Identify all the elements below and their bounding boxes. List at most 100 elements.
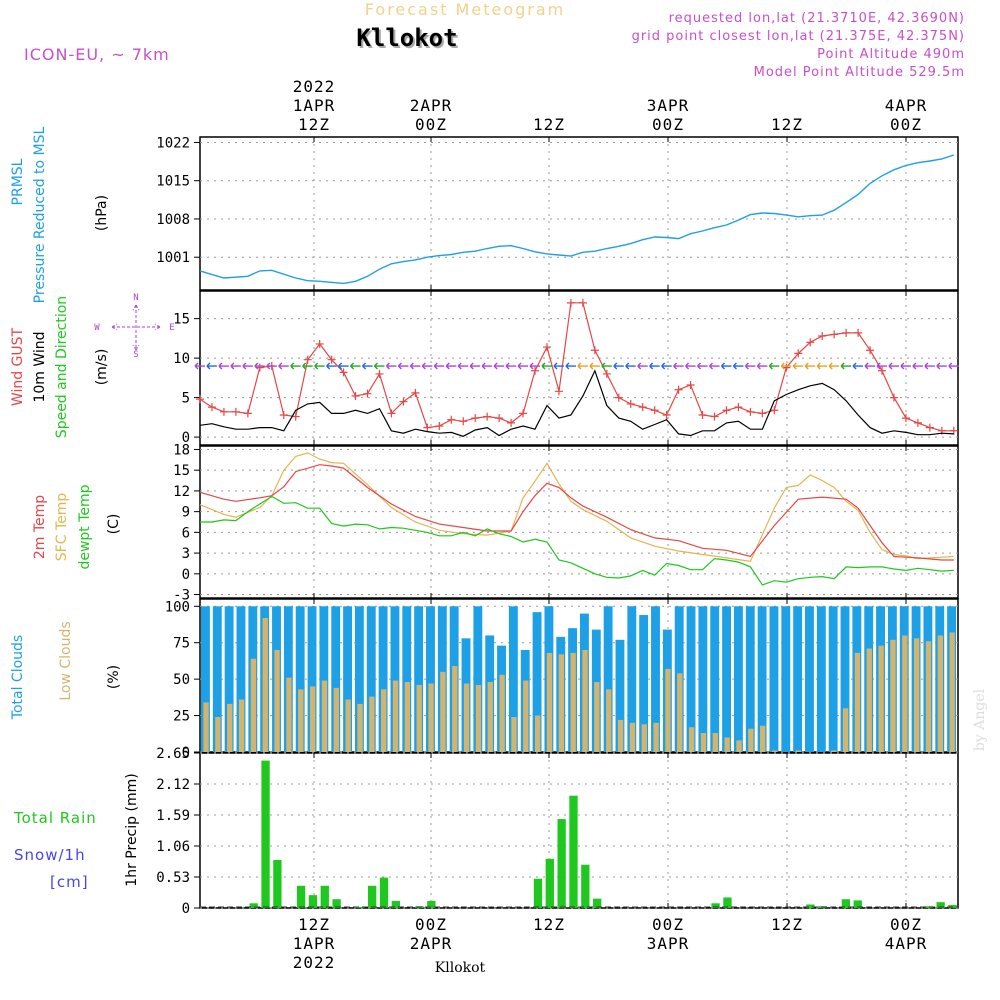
low-cloud-bar: [700, 733, 707, 752]
low-cloud-bar: [321, 680, 328, 752]
ytick-label: 15: [173, 463, 190, 479]
total-cloud-bar: [722, 606, 732, 752]
temp-dewpt-label: dewpt Temp: [77, 484, 93, 569]
wind-direction-arrow: [302, 362, 313, 370]
wind-10m-line: [199, 369, 954, 437]
top-axis-label: 12Z: [533, 115, 565, 134]
total-cloud-bar: [319, 606, 329, 752]
total-cloud-bar: [426, 606, 435, 752]
bottom-axis-label: 00Z: [415, 915, 447, 934]
rain-bar: [569, 795, 578, 908]
point-altitude: Point Altitude 490m: [817, 47, 965, 62]
low-cloud-bar: [736, 740, 742, 752]
low-cloud-bar: [771, 750, 778, 752]
wind-direction-arrow: [517, 362, 529, 370]
total-cloud-bar: [236, 606, 246, 752]
gust-marker: [471, 414, 480, 423]
gust-marker: [531, 366, 540, 375]
wind-direction-arrow: [685, 362, 696, 370]
gust-marker: [554, 387, 563, 396]
total-cloud-bar: [627, 606, 637, 752]
grid-point: grid point closest lon,lat (21.375E, 42.…: [632, 29, 965, 44]
wind-direction-arrow: [350, 362, 361, 370]
rain-bar: [924, 906, 933, 908]
total-cloud-bar: [733, 606, 743, 752]
rain-bar: [273, 860, 282, 908]
low-cloud-bar: [523, 680, 529, 752]
rain-bar: [296, 885, 306, 908]
top-axis-label: 00Z: [890, 115, 922, 134]
rain-bar: [308, 895, 318, 908]
wind-direction-arrow: [697, 362, 708, 370]
ytick-label: 1.59: [156, 808, 190, 824]
gust-marker: [327, 355, 336, 364]
low-cloud-bar: [286, 677, 292, 752]
gust-marker: [566, 298, 575, 307]
gust-marker: [495, 414, 504, 423]
ytick-label: 100: [165, 599, 190, 615]
compass-n: N: [133, 293, 138, 303]
wind-unit: (m/s): [94, 349, 110, 386]
wind-direction-arrow: [876, 362, 888, 370]
rain-bar: [841, 899, 851, 908]
total-cloud-bar: [402, 606, 412, 752]
wind-direction-arrow: [469, 362, 481, 370]
low-cloud-bar: [949, 632, 955, 752]
total-cloud-bar: [473, 606, 483, 752]
ytick-label: 1001: [156, 250, 190, 266]
ytick-label: 6: [182, 525, 190, 541]
gust-marker: [459, 417, 468, 426]
bottom-axis-label: 12Z: [298, 915, 330, 934]
gust-marker: [387, 409, 396, 418]
wind-direction-arrow: [290, 362, 301, 370]
model-label: ICON-EU, ~ 7km: [24, 45, 170, 64]
wind-direction-arrow: [314, 362, 325, 370]
wind-direction-arrow: [625, 362, 636, 370]
low-cloud-bar: [606, 689, 612, 752]
top-axis-label: 00Z: [652, 115, 684, 134]
wind-direction-arrow: [541, 362, 552, 370]
wind-direction-arrow: [720, 362, 732, 370]
total-cloud-bar: [840, 606, 850, 752]
low-cloud-bar: [381, 689, 387, 752]
low-cloud-bar: [760, 725, 766, 752]
low-cloud-bar: [404, 682, 411, 752]
gust-marker: [758, 409, 767, 418]
wind-direction-arrow: [673, 362, 684, 370]
wind-panel: Wind GUST 10m Wind Speed and Direction (…: [10, 290, 959, 446]
total-cloud-bar: [828, 606, 838, 752]
low-cloud-bar: [274, 650, 280, 752]
wind-direction-arrow: [457, 362, 469, 370]
low-cloud-bar: [854, 652, 861, 752]
gust-marker: [399, 397, 408, 406]
low-cloud-bar: [499, 674, 505, 752]
wind-direction-arrow: [565, 362, 576, 370]
total-cloud-bar: [390, 606, 400, 752]
wind-direction-arrow: [732, 362, 744, 370]
low-cloud-bar: [463, 683, 470, 752]
total-cloud-bar: [307, 606, 317, 752]
low-cloud-bar: [369, 696, 375, 752]
compass-arrows-icon: [111, 304, 161, 351]
low-cloud-bar: [238, 699, 245, 752]
low-cloud-bar: [298, 689, 304, 752]
total-cloud-bar: [212, 606, 222, 752]
rain-bar: [320, 885, 329, 908]
total-cloud-bar: [366, 606, 376, 752]
wind-direction-arrow: [649, 362, 660, 370]
rain-bar: [249, 903, 258, 908]
rain-bar: [379, 877, 389, 908]
total-cloud-bar: [201, 606, 210, 752]
low-cloud-bar: [203, 702, 209, 752]
gust-marker: [674, 385, 683, 394]
gust-marker: [889, 393, 898, 402]
wind-direction-arrow: [744, 362, 756, 370]
ytick-label: 12: [173, 484, 190, 500]
gust-marker: [794, 349, 803, 358]
bottom-axis-label: 00Z: [652, 915, 684, 934]
ytick-label: 1022: [156, 135, 190, 151]
gust-marker: [710, 412, 719, 421]
ytick-label: 5: [182, 391, 190, 407]
rain-bar: [853, 900, 862, 908]
